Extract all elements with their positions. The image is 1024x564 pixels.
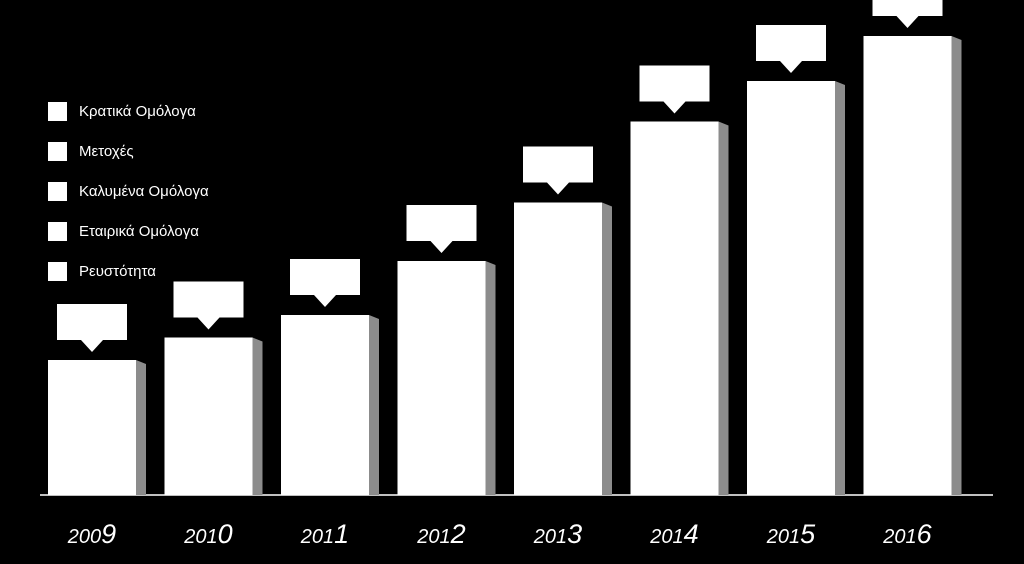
bar-side-2009 <box>136 360 146 495</box>
legend-swatch <box>48 181 67 201</box>
x-tick-labels: 2009 2010 2011 2012 2013 2014 2015 2016 <box>67 519 933 549</box>
legend: Κρατικά Ομόλογα Μετοχές Καλυμένα Ομόλογα… <box>48 91 288 291</box>
legend-swatch <box>48 101 67 121</box>
bar-side-2010 <box>252 337 263 495</box>
bar-side-2011 <box>369 315 379 495</box>
legend-label: Μετοχές <box>79 142 134 160</box>
data-label-callout-2010 <box>173 281 244 330</box>
x-tick-label-2016: 2016 <box>882 519 932 549</box>
bar-2016 <box>863 36 952 495</box>
bars-group <box>48 36 962 495</box>
bar-side-2015 <box>835 81 845 495</box>
legend-item-liquidity: Ρευστότητα <box>48 251 288 291</box>
legend-swatch <box>48 221 67 241</box>
legend-item-government-bonds: Κρατικά Ομόλογα <box>48 91 288 131</box>
legend-swatch <box>48 261 67 281</box>
legend-label: Κρατικά Ομόλογα <box>79 102 196 120</box>
data-label-callout-2009 <box>57 304 127 352</box>
data-label-callout-2012 <box>406 205 477 253</box>
bar-side-2013 <box>602 202 612 495</box>
x-tick-label-2011: 2011 <box>300 519 349 549</box>
data-label-callout-2013 <box>523 146 593 195</box>
bar-2014 <box>630 121 719 495</box>
x-tick-label-2009: 2009 <box>67 519 116 549</box>
x-tick-label-2014: 2014 <box>649 519 698 549</box>
legend-item-stocks: Μετοχές <box>48 131 288 171</box>
data-label-callout-2014 <box>639 65 710 114</box>
legend-label: Καλυμένα Ομόλογα <box>79 182 209 200</box>
x-tick-label-2013: 2013 <box>533 519 582 549</box>
bar-2015 <box>747 81 835 495</box>
bar-side-2014 <box>718 121 729 495</box>
legend-item-covered-bonds: Καλυμένα Ομόλογα <box>48 171 288 211</box>
legend-swatch <box>48 141 67 161</box>
legend-label: Ρευστότητα <box>79 262 156 280</box>
bar-side-2012 <box>485 261 496 495</box>
bar-2011 <box>281 315 369 495</box>
legend-label: Εταιρικά Ομόλογα <box>79 222 199 240</box>
data-label-callout-2011 <box>290 259 360 307</box>
bar-side-2016 <box>951 36 962 495</box>
x-tick-label-2010: 2010 <box>183 519 232 549</box>
bar-2013 <box>514 202 602 495</box>
bar-2012 <box>397 261 486 495</box>
data-label-callout-2015 <box>756 25 826 73</box>
x-tick-label-2015: 2015 <box>766 519 816 549</box>
legend-item-corporate-bonds: Εταιρικά Ομόλογα <box>48 211 288 251</box>
bar-2010 <box>164 337 253 495</box>
callouts-group <box>57 0 943 352</box>
x-tick-label-2012: 2012 <box>416 519 465 549</box>
bar-2009 <box>48 360 136 495</box>
data-label-callout-2016 <box>872 0 943 28</box>
